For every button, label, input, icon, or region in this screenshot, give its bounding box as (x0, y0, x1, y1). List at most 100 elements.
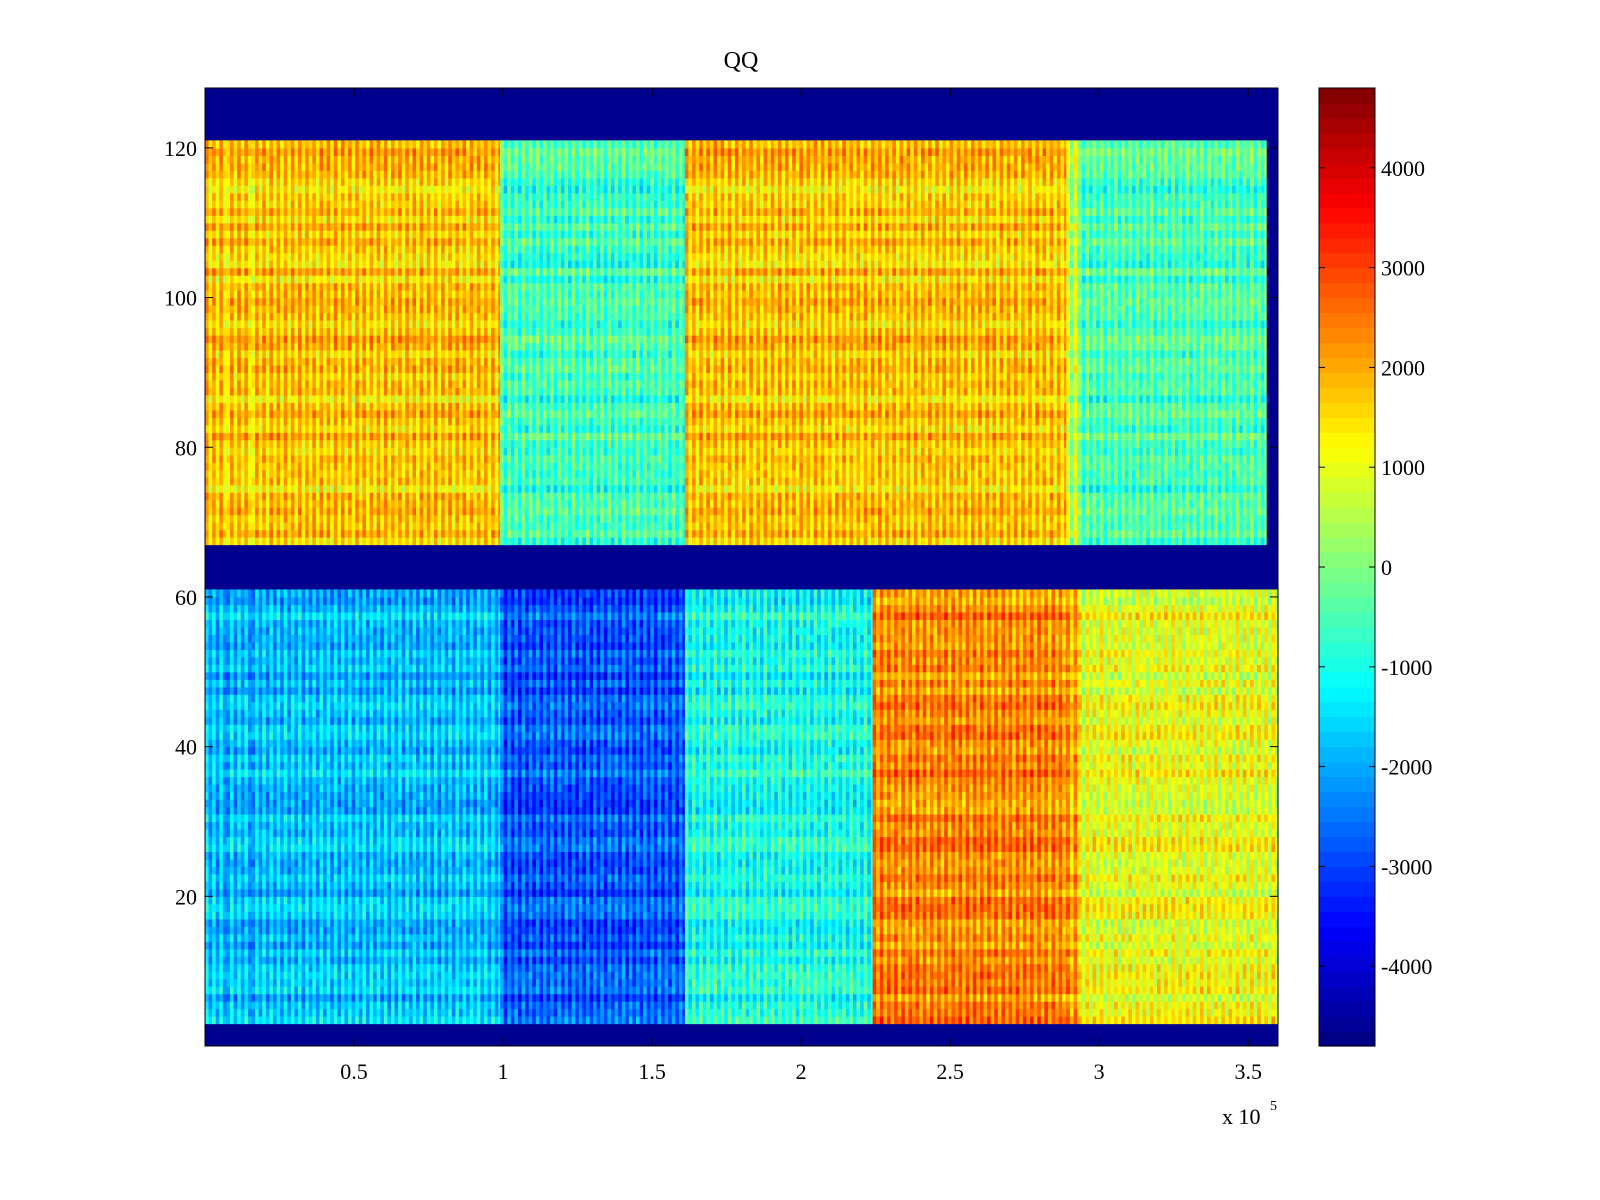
heatmap-cell (323, 522, 328, 531)
heatmap-cell (333, 469, 338, 478)
heatmap-cell (625, 522, 630, 531)
heatmap-cell (205, 162, 210, 171)
heatmap-cell (437, 327, 442, 336)
heatmap-cell (326, 320, 331, 329)
heatmap-cell (251, 477, 256, 486)
heatmap-cell (462, 507, 467, 516)
heatmap-cell (448, 372, 453, 381)
heatmap-cell (487, 290, 492, 299)
heatmap-cell (355, 312, 360, 321)
heatmap-cell (240, 245, 245, 254)
heatmap-cell (380, 260, 385, 269)
heatmap-cell (348, 275, 353, 284)
heatmap-cell (230, 282, 235, 291)
heatmap-cell (355, 432, 360, 441)
heatmap-cell (255, 342, 260, 351)
heatmap-cell (480, 529, 485, 538)
heatmap-cell (240, 529, 245, 538)
heatmap-cell (280, 484, 285, 493)
heatmap-cell (498, 529, 501, 538)
heatmap-cell (319, 207, 324, 216)
heatmap-cell (614, 484, 619, 493)
heatmap-cell (455, 207, 460, 216)
heatmap-cell (362, 200, 367, 209)
heatmap-cell (265, 462, 270, 471)
heatmap-cell (337, 267, 342, 276)
heatmap-cell (330, 215, 335, 224)
heatmap-cell (233, 282, 238, 291)
heatmap-cell (208, 364, 213, 373)
heatmap-cell (412, 290, 417, 299)
heatmap-cell (344, 155, 349, 164)
heatmap-cell (283, 297, 288, 306)
heatmap-cell (337, 447, 342, 456)
heatmap-cell (376, 417, 381, 426)
heatmap-cell (222, 185, 228, 194)
heatmap-cell (215, 334, 220, 344)
heatmap-cell (369, 305, 374, 314)
heatmap-cell (355, 147, 360, 156)
heatmap-cell (294, 349, 299, 359)
heatmap-cell (219, 155, 224, 164)
heatmap-cell (476, 469, 482, 478)
heatmap-cell (383, 215, 389, 224)
heatmap-cell (423, 484, 428, 493)
heatmap-cell (283, 394, 288, 403)
heatmap-cell (340, 155, 346, 164)
heatmap-cell (532, 469, 537, 478)
heatmap-cell (226, 342, 231, 351)
heatmap-cell (208, 372, 213, 381)
heatmap-cell (355, 177, 360, 186)
heatmap-cell (419, 275, 424, 284)
heatmap-cell (237, 170, 242, 179)
heatmap-cell (426, 237, 431, 246)
heatmap-cell (678, 514, 684, 523)
heatmap-cell (369, 162, 374, 171)
heatmap-cell (373, 492, 378, 501)
heatmap-cell (219, 394, 224, 403)
heatmap-cell (308, 312, 313, 321)
heatmap-cell (337, 237, 342, 246)
heatmap-cell (433, 469, 439, 478)
heatmap-cell (269, 349, 274, 359)
heatmap-cell (326, 357, 331, 366)
heatmap-cell (230, 267, 235, 276)
heatmap-cell (237, 379, 242, 388)
heatmap-cell (480, 507, 485, 516)
heatmap-cell (247, 282, 253, 291)
heatmap-cell (444, 364, 449, 373)
heatmap-cell (255, 215, 260, 224)
heatmap-cell (408, 499, 414, 508)
heatmap-cell (578, 522, 583, 531)
heatmap-cell (244, 147, 249, 156)
heatmap-cell (557, 537, 562, 546)
heatmap-cell (362, 334, 367, 344)
heatmap-cell (383, 147, 389, 156)
heatmap-cell (426, 439, 431, 448)
heatmap-cell (258, 439, 263, 448)
heatmap-cell (219, 290, 224, 299)
heatmap-cell (390, 282, 396, 291)
heatmap-cell (487, 297, 492, 306)
heatmap-cell (233, 290, 238, 299)
heatmap-cell (355, 492, 360, 501)
heatmap-cell (398, 372, 403, 381)
heatmap-cell (473, 492, 478, 501)
heatmap-cell (215, 290, 220, 299)
heatmap-cell (671, 499, 676, 508)
heatmap-cell (265, 260, 270, 269)
heatmap-cell (671, 484, 676, 493)
heatmap-cell (330, 492, 335, 501)
heatmap-cell (455, 177, 460, 186)
heatmap-cell (639, 499, 644, 508)
heatmap-cell (653, 537, 659, 546)
heatmap-cell (387, 507, 392, 516)
heatmap-cell (437, 237, 442, 246)
heatmap-cell (265, 215, 270, 224)
heatmap-cell (251, 342, 256, 351)
heatmap-cell (487, 342, 492, 351)
heatmap-cell (308, 454, 313, 463)
heatmap-cell (355, 200, 360, 209)
heatmap-cell (466, 492, 471, 501)
heatmap-cell (226, 215, 231, 224)
